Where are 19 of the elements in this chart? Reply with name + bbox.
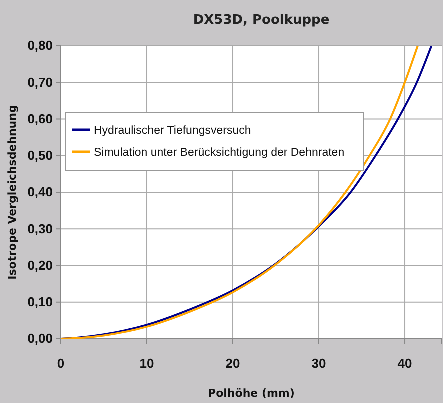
y-tick-label: 0,10 <box>28 294 53 310</box>
x-tick-label: 10 <box>140 356 154 371</box>
y-axis-title: Isotrope Vergleichsdehnung <box>6 105 19 280</box>
legend-label: Simulation unter Berücksichtigung der Dehnraten <box>94 147 345 159</box>
x-tick-label: 0 <box>57 356 65 371</box>
legend-label: Hydraulischer Tiefungsversuch <box>94 125 252 137</box>
y-tick-label: 0,80 <box>28 38 53 54</box>
x-axis-title: Polhöhe (mm) <box>208 387 295 400</box>
chart-title: DX53D, Poolkuppe <box>193 13 330 28</box>
y-tick-label: 0,40 <box>28 184 53 200</box>
y-tick-label: 0,70 <box>28 74 53 90</box>
y-tick-label: 0,30 <box>28 221 53 236</box>
y-tick-label: 0,20 <box>28 258 53 273</box>
y-tick-label: 0,00 <box>28 331 53 346</box>
x-tick-label: 20 <box>226 356 240 371</box>
x-tick-label: 40 <box>398 356 412 371</box>
x-tick-label: 30 <box>312 356 326 371</box>
y-tick-label: 0,50 <box>28 148 53 164</box>
y-tick-label: 0,60 <box>28 111 53 126</box>
